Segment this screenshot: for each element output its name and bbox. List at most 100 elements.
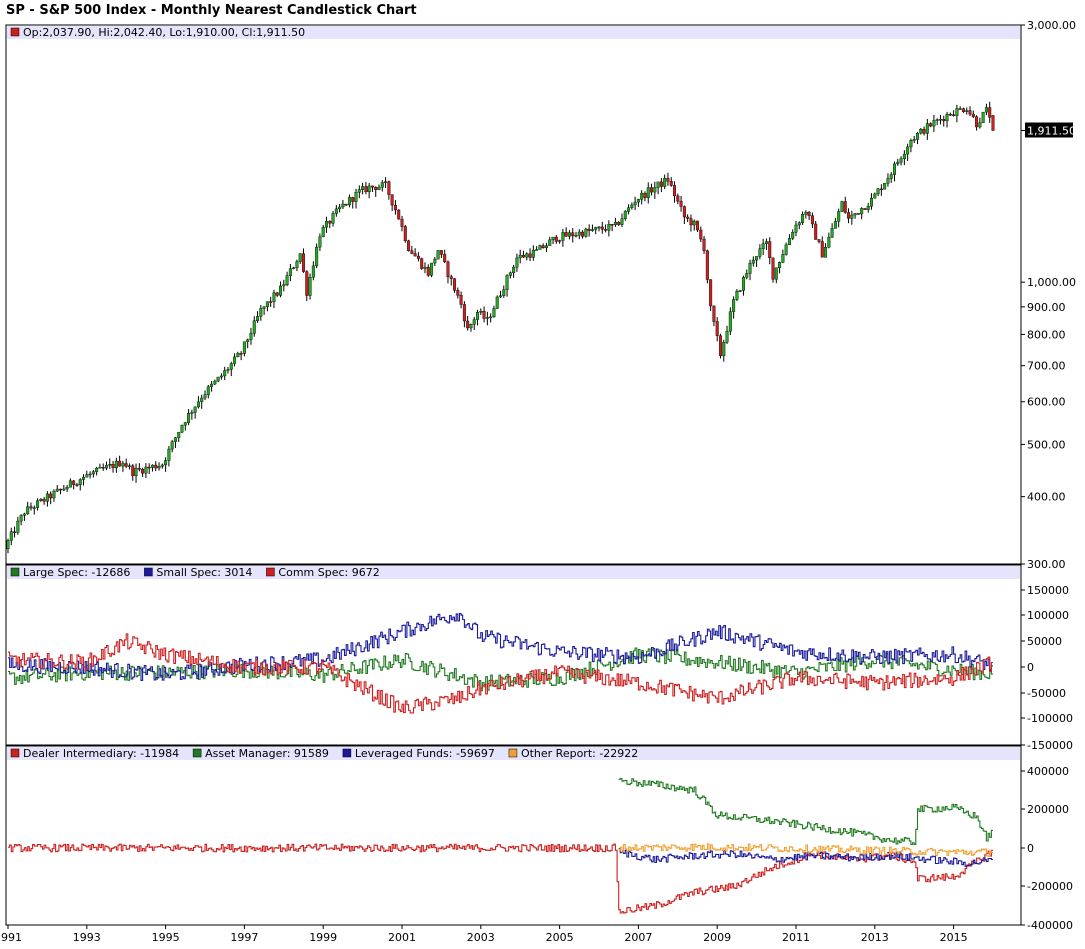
candle — [643, 191, 647, 202]
candle — [617, 221, 621, 226]
candle-body — [784, 244, 788, 255]
candle — [630, 202, 634, 210]
candle-body — [945, 114, 949, 122]
candle — [476, 309, 480, 326]
candle — [259, 304, 263, 321]
candle-body — [820, 241, 824, 258]
candle — [154, 461, 158, 472]
candle — [118, 455, 122, 467]
candle-body — [607, 223, 611, 231]
candle-body — [912, 139, 916, 141]
candle-body — [407, 240, 411, 251]
candle — [646, 182, 650, 204]
candle-body — [104, 465, 108, 469]
candle — [623, 210, 627, 221]
candle — [883, 182, 887, 190]
candle-body — [456, 290, 460, 296]
candle-body — [295, 261, 299, 268]
candle-body — [548, 239, 552, 246]
price-panel: Op:2,037.90, Hi:2,042.40, Lo:1,910.00, C… — [5, 19, 1076, 571]
candle-body — [196, 401, 200, 408]
candle-body — [679, 200, 683, 207]
candle — [686, 214, 690, 222]
candle-body — [567, 232, 571, 237]
candle-body — [403, 226, 407, 242]
candle — [633, 196, 637, 211]
candle-body — [144, 466, 148, 474]
candle-body — [476, 312, 480, 320]
candle — [814, 220, 818, 240]
candle — [354, 188, 358, 209]
candle-body — [393, 204, 397, 211]
candle — [328, 220, 332, 229]
candle — [764, 238, 768, 250]
candle-body — [13, 531, 17, 533]
candle-body — [725, 330, 729, 343]
candle — [518, 249, 522, 264]
candle-body — [485, 317, 489, 319]
candle-body — [856, 213, 860, 215]
candle-body — [925, 123, 929, 134]
candle-body — [847, 212, 851, 219]
candle — [19, 514, 23, 526]
candle — [22, 512, 26, 521]
candle-body — [961, 108, 965, 112]
candle-body — [288, 268, 292, 276]
candle — [856, 213, 860, 215]
candle-body — [650, 187, 654, 193]
candle — [830, 223, 834, 238]
candle — [715, 317, 719, 342]
candle — [837, 208, 841, 228]
legend-label: Small Spec: 3014 — [156, 566, 252, 579]
candle-body — [581, 231, 585, 237]
candle — [321, 224, 325, 238]
candle-body — [331, 213, 335, 224]
candle — [443, 249, 447, 264]
candle-body — [577, 231, 581, 236]
legend-swatch — [144, 567, 153, 577]
candle — [705, 249, 709, 284]
candle — [551, 236, 555, 245]
candle — [6, 538, 10, 554]
candle-body — [958, 108, 962, 110]
candle — [68, 478, 72, 488]
candle — [853, 213, 857, 219]
candle — [581, 230, 585, 239]
candle-body — [279, 285, 283, 296]
candle — [968, 106, 972, 117]
candle — [508, 271, 512, 279]
legend-swatch — [508, 748, 518, 758]
candle-body — [755, 256, 759, 261]
candle — [640, 190, 644, 205]
price-panel-frame — [5, 24, 1022, 565]
candle-body — [469, 324, 473, 329]
candle-body — [909, 140, 913, 148]
candle — [922, 126, 926, 136]
candle — [292, 266, 296, 270]
candle — [318, 233, 322, 251]
candle-body — [906, 146, 910, 155]
candle — [709, 279, 713, 311]
candle-body — [32, 507, 36, 509]
tick-label: 400000 — [1027, 765, 1069, 778]
candle-body — [308, 277, 312, 296]
candle — [761, 238, 765, 256]
candle — [938, 114, 942, 125]
cot-legend-bar — [7, 566, 1020, 579]
candle-body — [272, 292, 276, 302]
candle — [249, 327, 253, 345]
candle — [285, 271, 289, 287]
candle — [679, 195, 683, 212]
candle — [863, 208, 867, 211]
candle — [295, 259, 299, 272]
candle-body — [722, 342, 726, 356]
candle — [206, 385, 210, 399]
candle — [124, 458, 128, 469]
candle-body — [252, 320, 256, 334]
candle-body — [689, 218, 693, 226]
candle — [420, 257, 424, 270]
candle-body — [696, 220, 700, 231]
candle — [423, 262, 427, 274]
tick-label: 200000 — [1027, 803, 1069, 816]
candle — [574, 231, 578, 238]
